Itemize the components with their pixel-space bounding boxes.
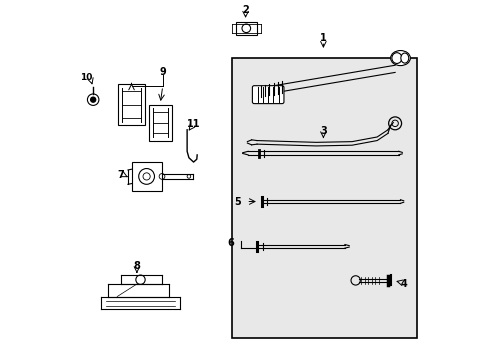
Text: 6: 6 <box>227 238 234 248</box>
Text: 7: 7 <box>117 170 124 180</box>
Bar <box>231 58 416 338</box>
Circle shape <box>90 97 96 102</box>
Text: 11: 11 <box>186 120 200 129</box>
Ellipse shape <box>390 50 409 66</box>
Bar <box>131 162 162 191</box>
Text: 9: 9 <box>159 67 166 77</box>
Text: 10: 10 <box>81 73 93 82</box>
Text: 4: 4 <box>400 279 407 289</box>
Bar <box>118 84 144 125</box>
Text: 8: 8 <box>133 261 140 271</box>
Text: 2: 2 <box>242 5 248 15</box>
Ellipse shape <box>391 53 401 63</box>
Text: 3: 3 <box>319 126 326 136</box>
Bar <box>235 22 257 35</box>
Text: 5: 5 <box>233 197 240 207</box>
Text: 1: 1 <box>319 33 326 42</box>
Ellipse shape <box>400 53 408 63</box>
Bar <box>148 105 171 140</box>
FancyBboxPatch shape <box>252 86 284 104</box>
